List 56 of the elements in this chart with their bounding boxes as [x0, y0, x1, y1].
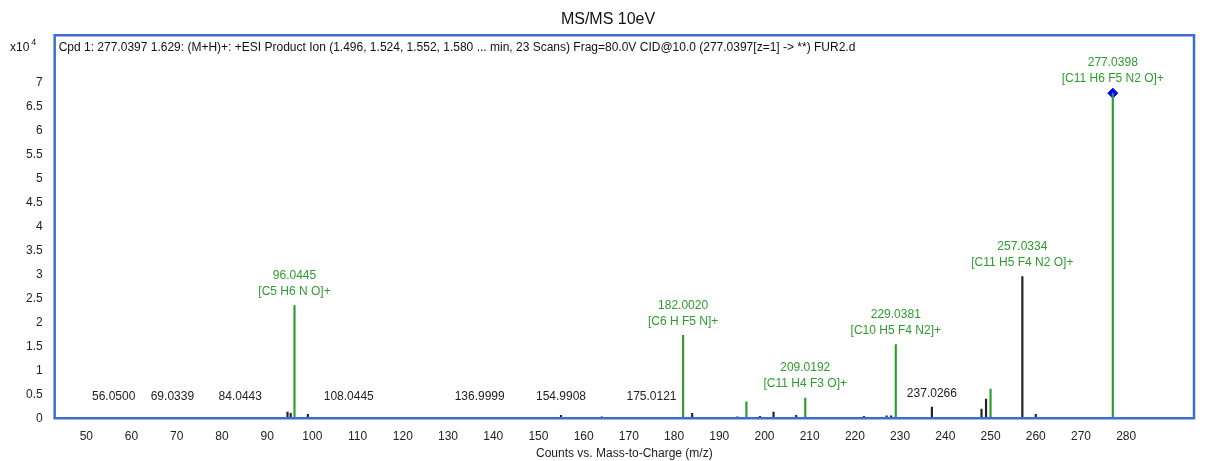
y-tick-label: 7	[35, 75, 43, 90]
annotation: 175.0121	[626, 388, 677, 403]
annotation: 209.0192 [C11 H4 F3 O]+	[763, 360, 848, 391]
x-tick-label: 60	[124, 428, 139, 443]
y-tick-label: 3	[35, 266, 43, 281]
annotation: 96.0445 [C5 H6 N O]+	[258, 268, 331, 299]
chart-title: MS/MS 10eV	[560, 10, 656, 28]
x-tick-label: 270	[1070, 428, 1092, 443]
annotation: 182.0020 [C6 H F5 N]+	[647, 297, 719, 328]
x-tick-label: 260	[1025, 428, 1047, 443]
annotation: 154.9908	[535, 388, 587, 403]
y-tick-label: 0.5	[25, 386, 43, 401]
y-tick-label: 2.5	[25, 290, 43, 305]
x-tick-label: 80	[215, 428, 229, 443]
annotation: 56.0500	[91, 388, 136, 403]
x-tick-label: 110	[348, 428, 368, 443]
y-tick-label: 1	[35, 362, 43, 377]
annotation: 69.0339	[150, 388, 195, 403]
y-tick-label: 1.5	[25, 338, 43, 353]
annotation: 237.0266	[906, 385, 958, 400]
x-axis-title: Counts vs. Mass-to-Charge (m/z)	[535, 446, 713, 461]
x-tick-label: 50	[79, 428, 94, 443]
x-tick-label: 120	[392, 428, 414, 443]
x-tick-label: 230	[890, 428, 911, 443]
x-tick-label: 220	[844, 428, 866, 443]
x-tick-label: 190	[709, 428, 730, 443]
x-tick-label: 210	[799, 428, 821, 443]
x-tick-label: 170	[618, 428, 640, 443]
x-tick-label: 150	[528, 428, 549, 443]
chart-subtitle: Cpd 1: 277.0397 1.629: (M+H)+: +ESI Product Ion (1.496, 1.524, 1.552, 1.580 ... min, 23 Scans) Frag=80.0V CID@10.0 (277.0397[z=1] -> **) FUR2.d	[58, 39, 856, 54]
x-tick-label: 200	[754, 428, 775, 443]
x-tick-label: 90	[260, 428, 275, 443]
x-tick-label: 180	[664, 428, 685, 443]
y-tick-label: 4	[35, 219, 43, 234]
y-tick-label: 5.5	[25, 147, 43, 162]
x-tick-label: 100	[302, 428, 323, 443]
annotation: 277.0398 [C11 H6 F5 N2 O]+	[1061, 55, 1164, 86]
x-tick-label: 280	[1116, 428, 1137, 443]
y-tick-label: 4.5	[25, 195, 43, 210]
y-tick-label: 6.5	[25, 99, 43, 114]
x-tick-label: 250	[980, 428, 1001, 443]
y-tick-label: 5	[35, 171, 43, 186]
x-tick-label: 130	[438, 428, 459, 443]
y-tick-label: 2	[35, 314, 43, 329]
x-tick-label: 160	[573, 428, 594, 443]
y-tick-label: 0	[35, 410, 43, 425]
annotation: 229.0381 [C10 H5 F4 N2]+	[850, 306, 941, 337]
annotation: 257.0334 [C11 H5 F4 N2 O]+	[971, 238, 1074, 269]
annotation: 136.9999	[454, 388, 506, 403]
y-tick-label: 3.5	[25, 242, 43, 257]
x-tick-label: 70	[170, 428, 184, 443]
x-tick-label: 140	[483, 428, 504, 443]
y-tick-label: 6	[35, 123, 43, 138]
annotation: 108.0445	[323, 388, 375, 403]
x-tick-label: 240	[935, 428, 956, 443]
annotation: 84.0443	[218, 388, 263, 403]
